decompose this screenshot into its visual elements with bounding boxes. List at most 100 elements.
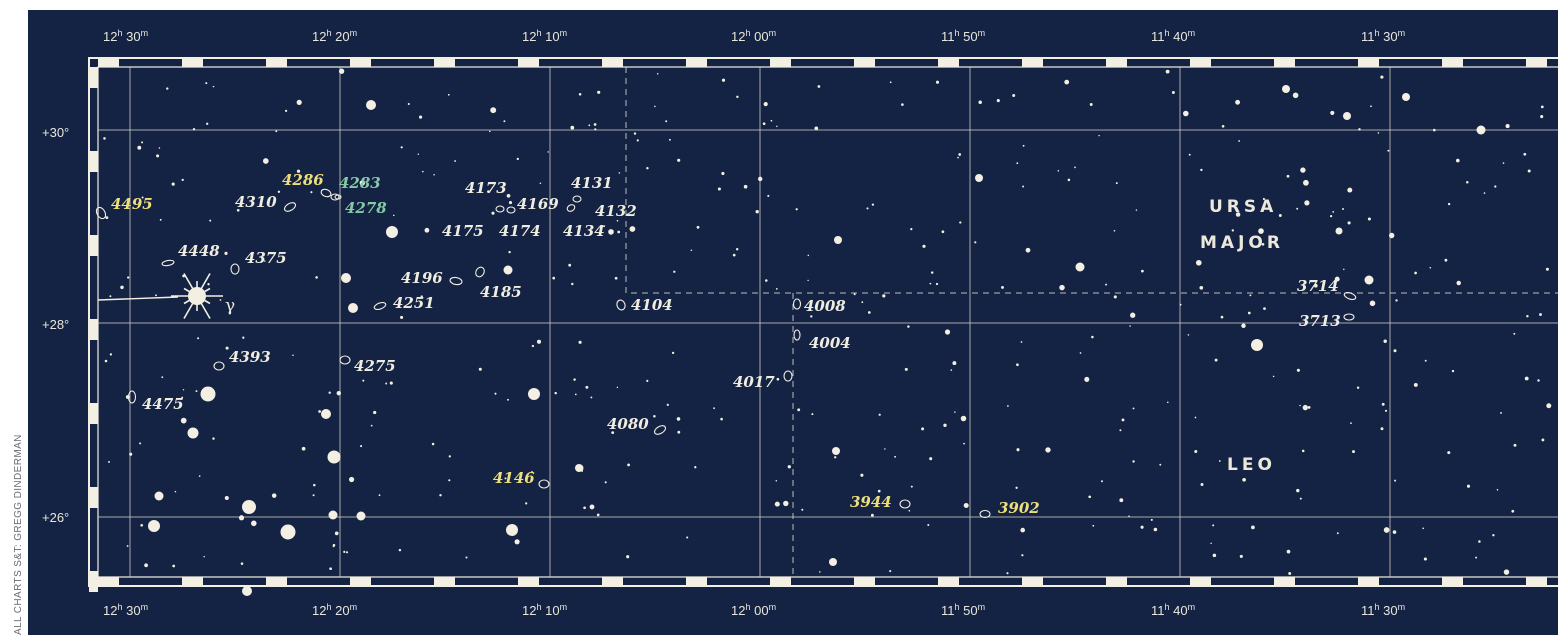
galaxy-label-ngc4173: 4173 bbox=[465, 179, 507, 197]
star bbox=[1057, 170, 1060, 172]
galaxy-label-ngc4196: 4196 bbox=[401, 269, 443, 287]
star bbox=[1456, 280, 1461, 286]
star bbox=[867, 311, 871, 314]
galaxy-marker bbox=[538, 479, 550, 489]
star bbox=[943, 423, 947, 427]
frame-tick bbox=[98, 577, 119, 586]
star bbox=[539, 182, 542, 185]
star-map-svg: 12h 30m 12h 20m 12h 10m 12h 00m 11h 50m … bbox=[42, 28, 1558, 618]
star bbox=[1393, 349, 1397, 353]
bright-star bbox=[280, 524, 296, 540]
galaxy-marker bbox=[161, 259, 175, 267]
star bbox=[941, 230, 945, 234]
star bbox=[181, 396, 184, 399]
galaxy-marker bbox=[213, 361, 225, 371]
star bbox=[963, 503, 969, 508]
star bbox=[332, 545, 335, 548]
star bbox=[819, 571, 821, 573]
star bbox=[334, 531, 339, 536]
star bbox=[508, 201, 513, 205]
star bbox=[1539, 313, 1542, 316]
star bbox=[574, 393, 577, 396]
star bbox=[137, 145, 142, 150]
star bbox=[1334, 276, 1340, 282]
galaxy-label-ngc4375: 4375 bbox=[245, 249, 287, 267]
star bbox=[866, 207, 869, 210]
star bbox=[420, 295, 423, 298]
star bbox=[677, 158, 681, 162]
chart-border bbox=[88, 57, 1558, 592]
frame-tick bbox=[1442, 58, 1463, 67]
frame-tick bbox=[434, 58, 455, 67]
star bbox=[810, 315, 813, 318]
star bbox=[1546, 403, 1552, 409]
frame-tick bbox=[518, 577, 539, 586]
galaxy-marker bbox=[330, 193, 340, 201]
star bbox=[373, 410, 377, 415]
bright-star bbox=[832, 447, 840, 455]
frame-tick bbox=[1358, 577, 1379, 586]
bright-star bbox=[503, 265, 513, 275]
ra-label-bottom: 11h 40m bbox=[1151, 602, 1195, 618]
star bbox=[666, 403, 669, 406]
star bbox=[732, 253, 736, 257]
galaxy-label-ngc4278: 4278 bbox=[345, 199, 387, 217]
star bbox=[141, 196, 144, 199]
star bbox=[568, 263, 572, 267]
star-label-gamma: γ bbox=[225, 296, 235, 316]
galaxy-marker bbox=[899, 499, 911, 509]
star bbox=[1278, 214, 1282, 217]
star bbox=[1329, 214, 1333, 218]
star bbox=[1135, 209, 1138, 211]
star bbox=[814, 126, 819, 131]
star bbox=[1140, 525, 1144, 529]
star bbox=[1343, 268, 1345, 271]
star bbox=[174, 490, 177, 493]
star bbox=[1451, 369, 1455, 373]
star bbox=[104, 359, 108, 363]
star bbox=[1383, 527, 1390, 533]
frame-tick bbox=[1106, 58, 1127, 67]
star bbox=[159, 218, 162, 221]
ra-label-bottom: 11h 30m bbox=[1361, 602, 1405, 618]
constellation-boundary bbox=[625, 67, 1558, 577]
star bbox=[1383, 339, 1387, 344]
star bbox=[583, 506, 586, 510]
star bbox=[1130, 312, 1136, 318]
star bbox=[910, 227, 913, 231]
ra-label-bottom: 12h 10m bbox=[522, 602, 567, 618]
star bbox=[1167, 401, 1169, 404]
star bbox=[882, 294, 886, 298]
frame-tick bbox=[1526, 577, 1547, 586]
star bbox=[944, 329, 951, 335]
star bbox=[1113, 295, 1117, 299]
star bbox=[1299, 497, 1302, 500]
star bbox=[1496, 489, 1499, 491]
star bbox=[690, 249, 693, 252]
star bbox=[264, 260, 266, 262]
ra-label-top: 12h 00m bbox=[731, 28, 776, 44]
star bbox=[508, 250, 511, 254]
constellation-label-ursa: URSA bbox=[1209, 197, 1277, 217]
frame-tick bbox=[854, 58, 875, 67]
star bbox=[206, 122, 209, 125]
star bbox=[400, 146, 403, 149]
dec-label: +26° bbox=[42, 510, 69, 525]
star bbox=[1045, 447, 1051, 453]
star bbox=[646, 379, 649, 382]
star bbox=[1513, 443, 1517, 447]
star bbox=[608, 229, 614, 235]
star bbox=[155, 294, 157, 297]
bright-star bbox=[1335, 227, 1343, 235]
star bbox=[668, 138, 671, 141]
star bbox=[570, 125, 575, 130]
star bbox=[974, 241, 977, 244]
star bbox=[141, 141, 144, 144]
star bbox=[1012, 94, 1016, 97]
star bbox=[1503, 569, 1510, 575]
star bbox=[507, 398, 509, 401]
star bbox=[1235, 212, 1241, 217]
star bbox=[242, 336, 245, 339]
star bbox=[1303, 179, 1309, 186]
star bbox=[398, 548, 402, 552]
